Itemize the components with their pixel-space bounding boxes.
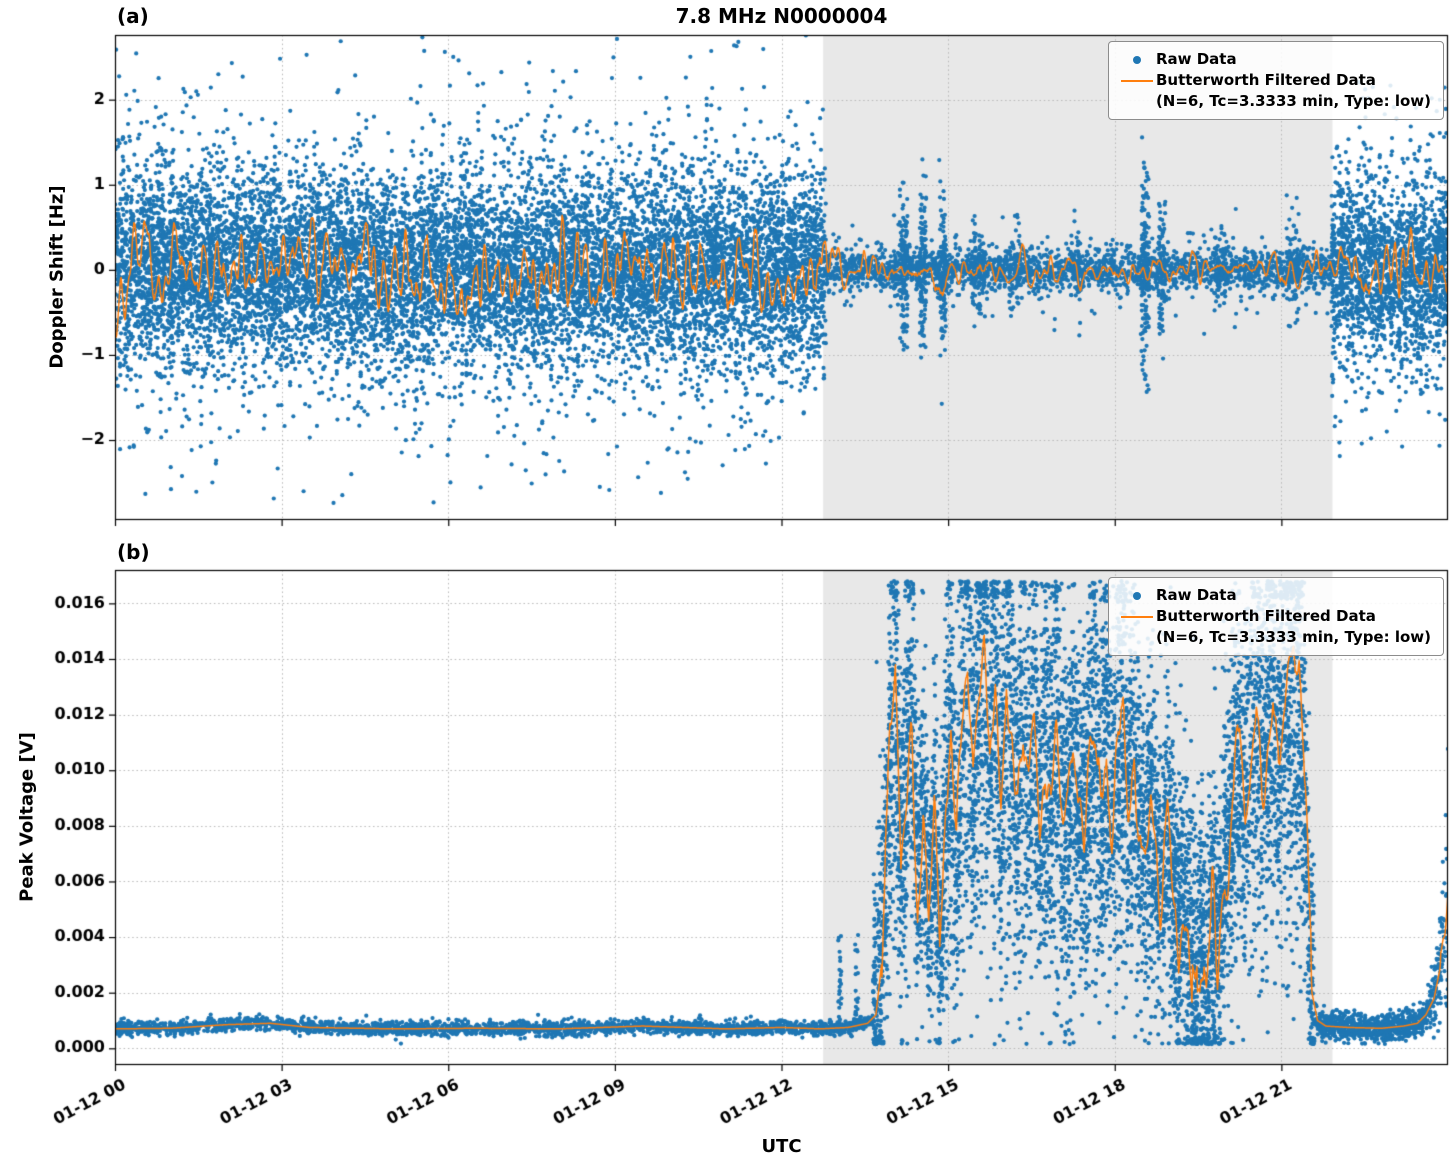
raw-data-marker-icon [1118, 591, 1156, 600]
legend-entry-raw: Raw Data [1118, 585, 1431, 606]
legend-panel-b: Raw Data Butterworth Filtered Data (N=6,… [1107, 577, 1444, 656]
legend-panel-a: Raw Data Butterworth Filtered Data (N=6,… [1107, 41, 1444, 120]
legend-filtered-label: Butterworth Filtered Data [1155, 607, 1376, 625]
y-axis-label-voltage: Peak Voltage [V] [16, 732, 38, 902]
raw-data-marker-icon [1118, 55, 1156, 64]
legend-filtered-label: Butterworth Filtered Data [1155, 71, 1376, 89]
filtered-line-marker-icon [1118, 615, 1156, 618]
filtered-line-marker-icon [1118, 79, 1156, 82]
panel-b-tag: (b) [117, 540, 150, 564]
chart-title: 7.8 MHz N0000004 [675, 4, 888, 28]
legend-entry-filtered: Butterworth Filtered Data [1118, 70, 1431, 91]
legend-filtered-params: (N=6, Tc=3.3333 min, Type: low) [1155, 628, 1431, 646]
legend-entry-filtered: Butterworth Filtered Data [1118, 606, 1431, 627]
legend-entry-raw: Raw Data [1118, 49, 1431, 70]
legend-raw-label: Raw Data [1155, 50, 1237, 68]
y-axis-label-doppler: Doppler Shift [Hz] [46, 185, 68, 369]
panel-a-tag: (a) [117, 4, 149, 28]
legend-raw-label: Raw Data [1155, 586, 1237, 604]
legend-filtered-params: (N=6, Tc=3.3333 min, Type: low) [1155, 92, 1431, 110]
x-axis-label: UTC [761, 1136, 802, 1157]
